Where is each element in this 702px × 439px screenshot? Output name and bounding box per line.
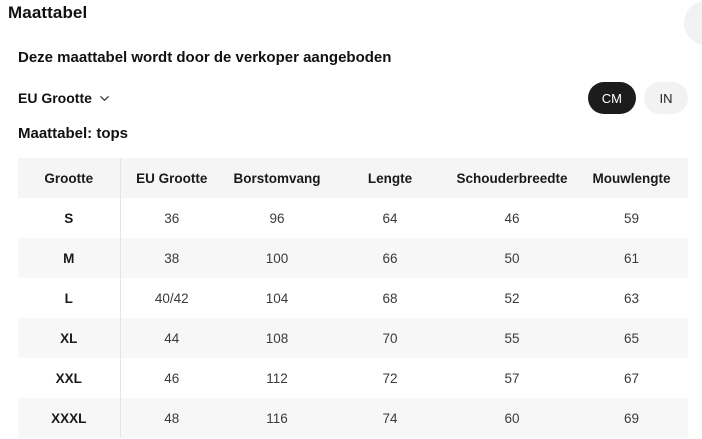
size-cell: S — [18, 198, 121, 238]
page-title: Maattabel — [8, 3, 88, 22]
value-cell: 36 — [164, 210, 180, 226]
table-row: M 38 100 66 50 61 — [18, 238, 688, 278]
value-cell: 64 — [382, 210, 398, 226]
value-cell: 96 — [269, 210, 285, 226]
value-cell: 69 — [623, 410, 640, 426]
value-cell: 68 — [382, 290, 398, 306]
column-header: Schouderbreedte — [456, 170, 568, 186]
unit-cm-button[interactable]: CM — [587, 82, 636, 114]
value-cell: 67 — [623, 370, 640, 386]
value-cell: 116 — [266, 410, 288, 426]
value-cell: 104 — [265, 290, 289, 306]
value-cell: 72 — [382, 370, 398, 386]
value-cell: 48 — [164, 410, 180, 426]
value-cell: 55 — [504, 330, 520, 346]
table-row: XXL 46 112 72 57 67 — [18, 358, 688, 398]
value-cell: 63 — [623, 290, 640, 306]
value-cell: 38 — [164, 250, 180, 266]
size-cell: M — [18, 238, 121, 278]
value-cell: 57 — [504, 370, 520, 386]
value-cell: 52 — [504, 290, 520, 306]
value-cell: 46 — [164, 370, 180, 386]
table-row: XL 44 108 70 55 65 — [18, 318, 688, 358]
value-cell: 60 — [504, 410, 520, 426]
chevron-down-icon — [100, 95, 109, 101]
column-header: Grootte — [18, 158, 121, 198]
value-cell: 100 — [265, 250, 289, 266]
value-cell: 50 — [504, 250, 520, 266]
size-cell: XXL — [18, 358, 121, 398]
value-cell: 70 — [382, 330, 398, 346]
close-button[interactable]: ✕ — [684, 1, 702, 45]
size-standard-label: EU Grootte — [18, 90, 92, 106]
size-cell: L — [18, 278, 121, 318]
value-cell: 65 — [623, 330, 640, 346]
size-cell: XL — [18, 318, 121, 358]
size-standard-dropdown[interactable]: EU Grootte — [18, 90, 110, 106]
column-header: Lengte — [367, 170, 413, 186]
value-cell: 59 — [623, 210, 640, 226]
value-cell: 66 — [382, 250, 398, 266]
size-cell: XXXL — [18, 398, 121, 438]
value-cell: 46 — [504, 210, 520, 226]
unit-toggle: CM IN — [587, 82, 688, 114]
table-row: S 36 96 64 46 59 — [18, 198, 688, 238]
value-cell: 61 — [623, 250, 640, 266]
column-header: Mouwlengte — [592, 170, 671, 186]
seller-provided-note: Deze maattabel wordt door de verkoper aa… — [18, 49, 392, 66]
controls-row: EU Grootte CM IN — [18, 82, 688, 114]
value-cell: 112 — [266, 370, 288, 386]
table-row: L 40/42 104 68 52 63 — [18, 278, 688, 318]
value-cell: 40/42 — [154, 290, 189, 306]
close-icon: ✕ — [700, 14, 702, 32]
table-header-row: Grootte EU Grootte Borstomvang Lengte Sc… — [18, 158, 688, 198]
column-header: Borstomvang — [233, 170, 321, 186]
column-header: EU Grootte — [136, 170, 208, 186]
size-table: Grootte EU Grootte Borstomvang Lengte Sc… — [18, 158, 688, 438]
table-heading: Maattabel: tops — [18, 125, 129, 142]
value-cell: 74 — [382, 410, 398, 426]
unit-in-button[interactable]: IN — [644, 82, 688, 114]
table-row: XXXL 48 116 74 60 69 — [18, 398, 688, 438]
value-cell: 44 — [164, 330, 180, 346]
value-cell: 108 — [265, 330, 289, 346]
